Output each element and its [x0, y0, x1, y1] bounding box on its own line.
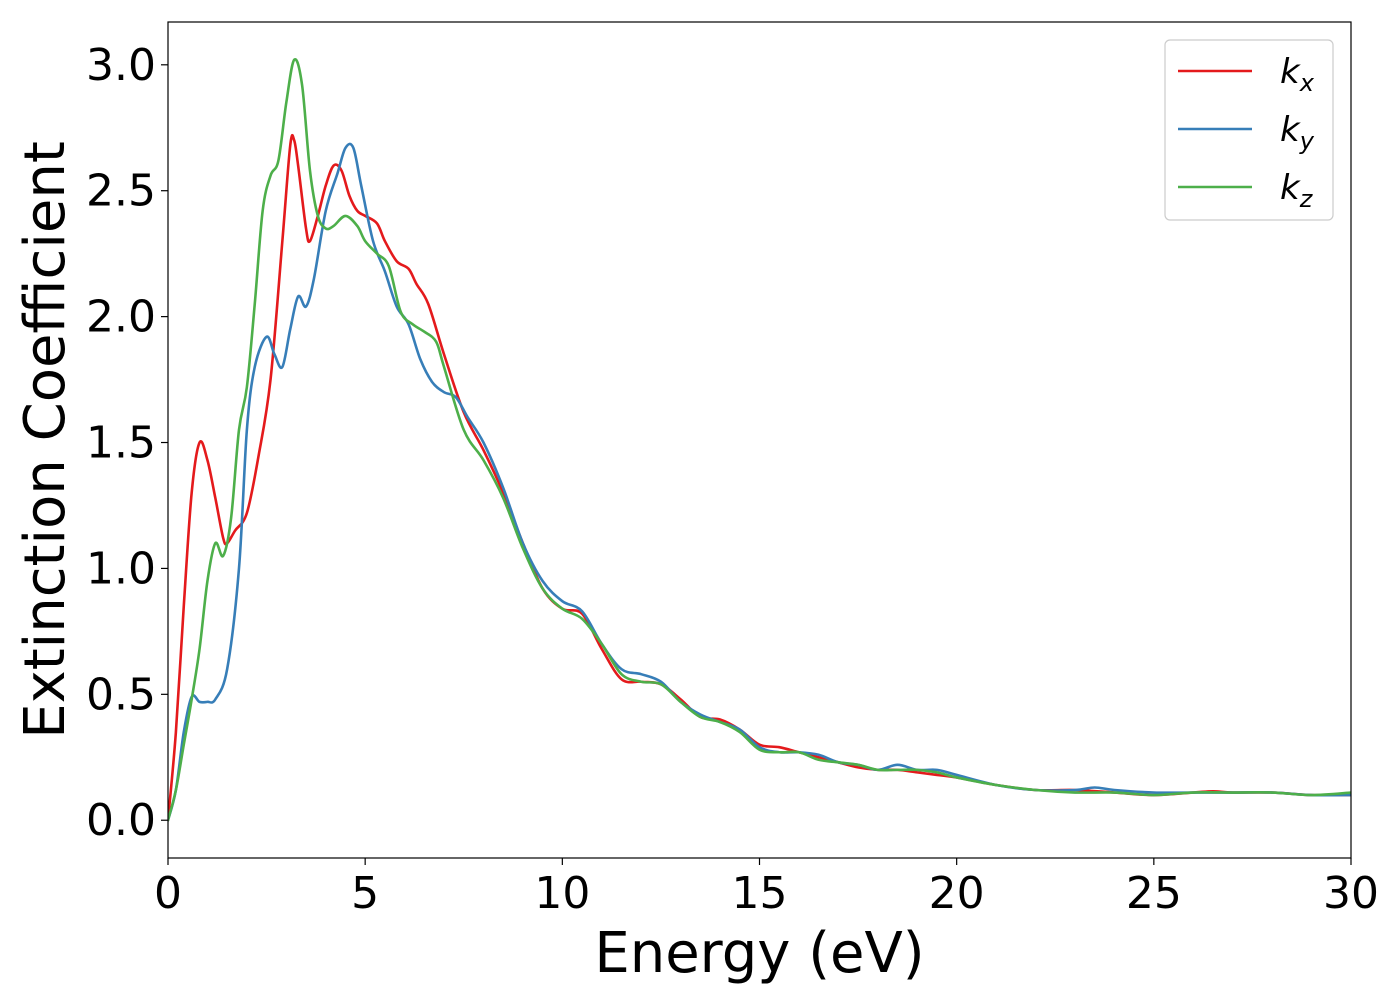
series-line-kz [168, 57, 1351, 822]
x-axis-label: Energy (eV) [594, 921, 924, 986]
x-tick-label: 25 [1126, 868, 1182, 919]
x-tick-label: 10 [534, 868, 590, 919]
x-tick-label: 15 [732, 868, 788, 919]
y-tick-label: 0.0 [86, 795, 156, 846]
y-tick-label: 0.5 [86, 669, 156, 720]
series-layer [168, 57, 1351, 822]
y-axis-label: Extinction Coefficient [13, 141, 78, 739]
x-tick-label: 30 [1323, 868, 1379, 919]
y-tick-label: 3.0 [86, 40, 156, 91]
legend-label-subscript: y [1299, 127, 1315, 155]
legend-entry-kz: kz [1178, 168, 1314, 213]
y-axis: 0.0 0.5 1.0 1.5 2.0 2.5 3.0 [86, 40, 168, 846]
x-tick-label: 20 [929, 868, 985, 919]
x-axis: 0 5 10 15 20 25 30 [154, 858, 1379, 919]
y-tick-label: 2.0 [86, 292, 156, 343]
legend-label-subscript: x [1299, 69, 1315, 97]
y-tick-label: 1.5 [86, 418, 156, 469]
y-tick-label: 1.0 [86, 543, 156, 594]
x-tick-label: 0 [154, 868, 182, 919]
x-tick-label: 5 [351, 868, 379, 919]
legend-label: kz [1280, 168, 1314, 213]
series-line-ky [168, 142, 1351, 822]
y-tick-label: 2.5 [86, 166, 156, 217]
series-line-kx [168, 134, 1351, 822]
legend-label-subscript: z [1299, 185, 1314, 213]
